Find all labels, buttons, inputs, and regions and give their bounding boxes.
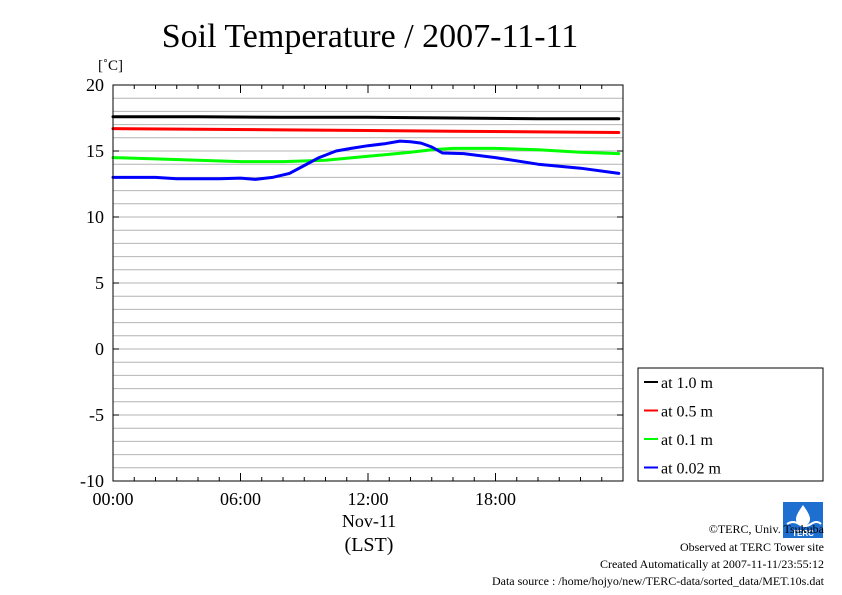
x-tick-label: 00:00 [92,489,133,509]
x-tick-label: 06:00 [220,489,261,509]
footer-created: Created Automatically at 2007-11-11/23:5… [599,557,824,571]
y-tick-label: 0 [95,339,104,359]
y-tick-label: 5 [95,273,104,293]
footer-source: Data source : /home/hojyo/new/TERC-data/… [491,574,824,588]
x-date-label: Nov-11 [342,511,396,531]
legend-label: at 0.02 m [661,461,722,478]
footer-copyright: ©TERC, Univ. Tsukuba [708,522,824,536]
legend-label: at 0.1 m [661,432,714,449]
y-tick-label: 20 [86,75,104,95]
legend-box [637,367,824,482]
x-axis-label: (LST) [345,534,394,556]
chart-title: Soil Temperature / 2007-11-11 [162,18,579,55]
legend-label: at 1.0 m [661,375,714,392]
series-line [111,127,621,134]
grid [113,97,623,469]
y-unit-label: [˚C] [98,58,123,74]
x-tick-label: 12:00 [347,489,388,509]
y-tick-label: 15 [86,141,104,161]
terc-logo-icon: TERC [783,502,823,538]
y-tick-label: 10 [86,207,104,227]
y-tick-label: -5 [89,405,104,425]
series-line [111,115,621,121]
series-line [111,139,621,181]
series-lines [111,115,621,181]
legend: at 1.0 m at 0.5 m at 0.1 m at 0.02 m [637,367,824,482]
series-line [111,146,621,164]
y-tick-label: -10 [80,471,104,491]
x-tick-label: 18:00 [475,489,516,509]
legend-label: at 0.5 m [661,404,714,421]
y-axis-ticks: 20 15 10 5 0 -5 -10 [80,75,623,491]
logo-text: TERC [792,529,814,538]
terc-logo: TERC [783,502,823,538]
footer-observed: Observed at TERC Tower site [679,540,824,554]
x-axis-ticks: 00:00 06:00 12:00 18:00 [92,85,624,509]
